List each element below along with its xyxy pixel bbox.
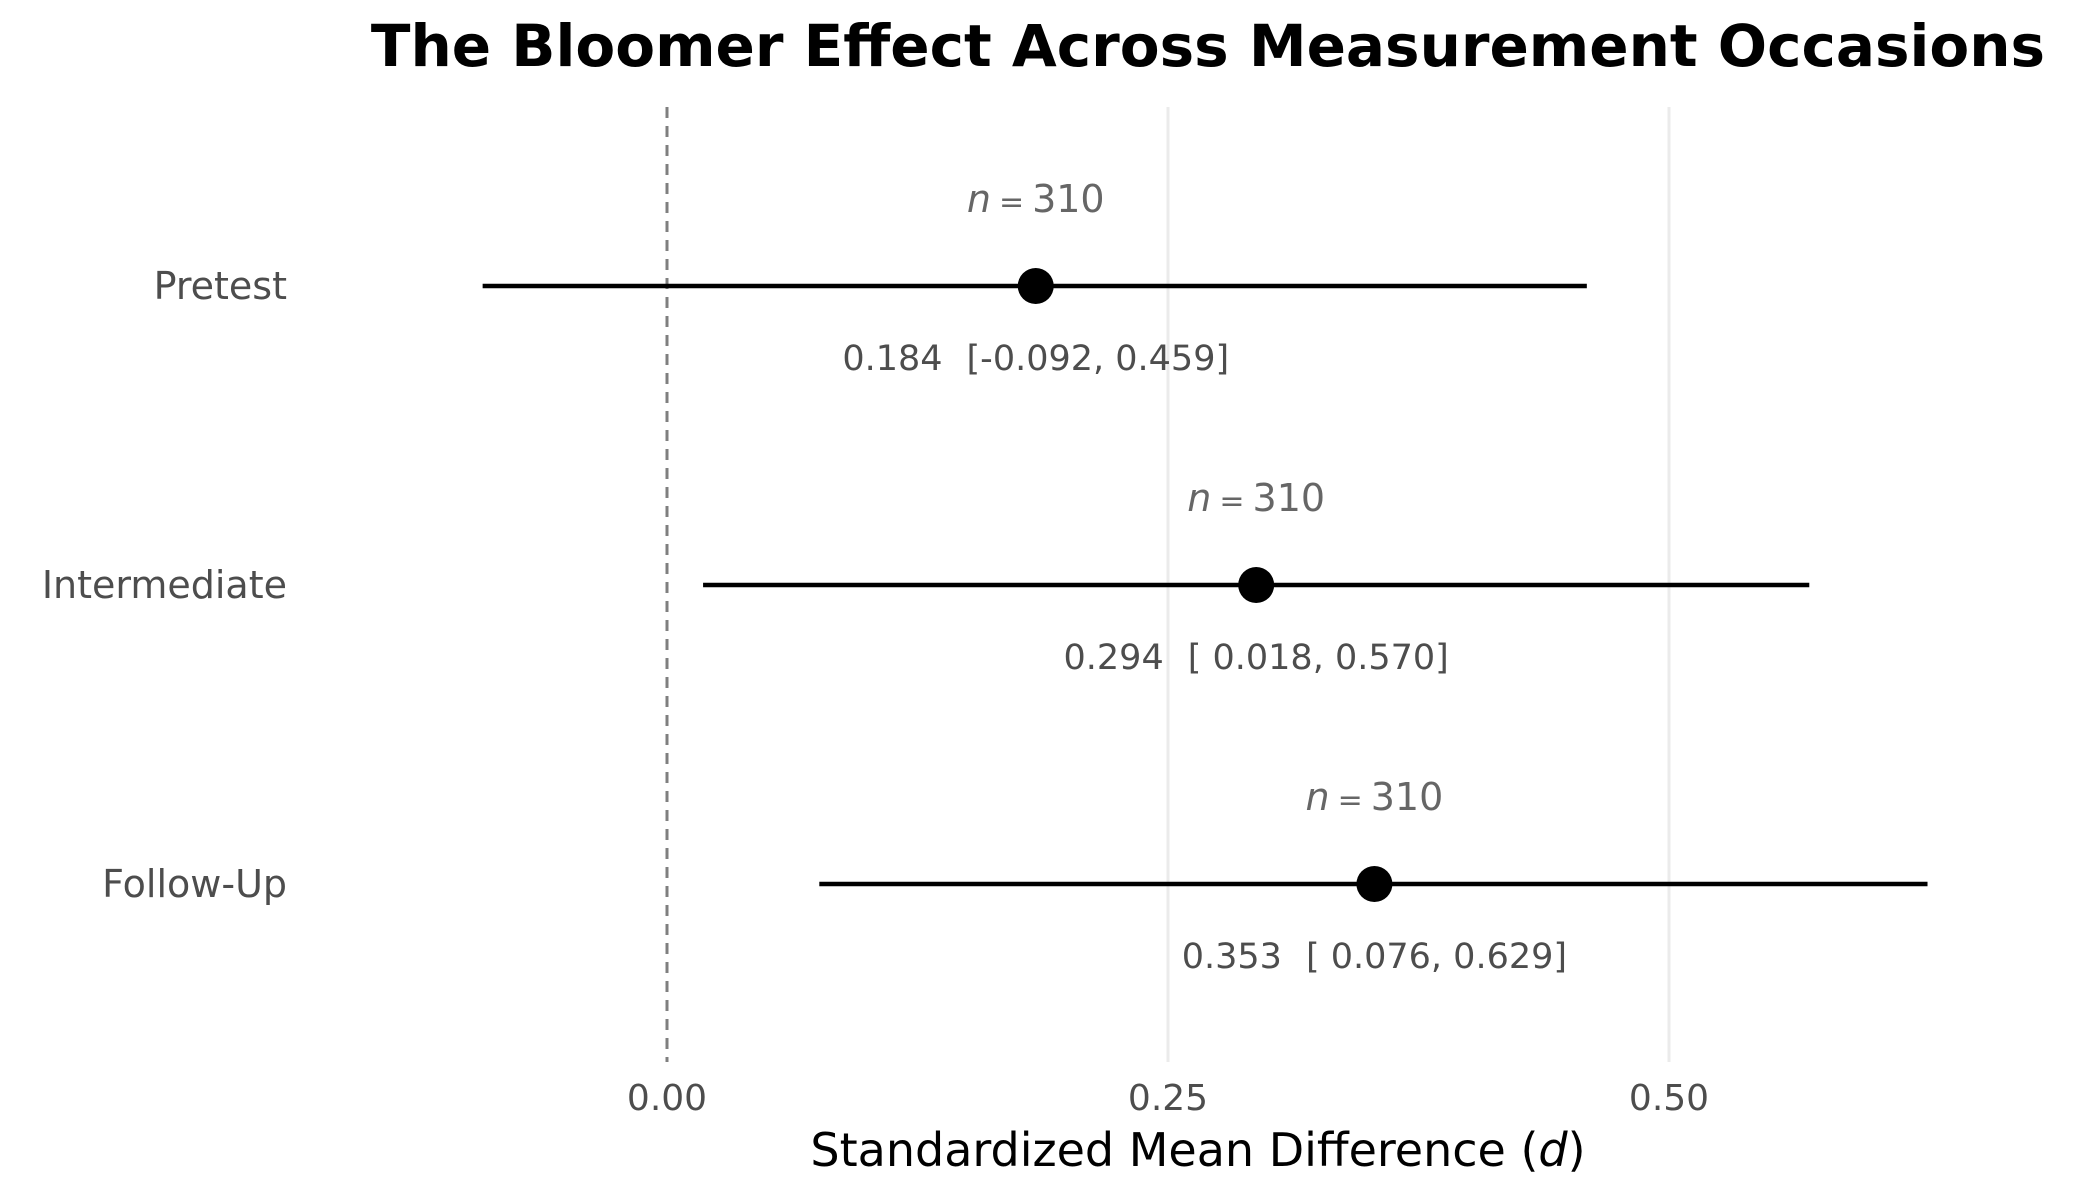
sample-size-equals: = bbox=[1219, 484, 1244, 519]
sample-size-label-intermediate: n = 310 bbox=[1187, 476, 1325, 520]
point-estimate-follow-up bbox=[1356, 866, 1393, 902]
estimate-value: 0.294 bbox=[1064, 638, 1164, 678]
estimate-value: 0.184 bbox=[842, 339, 942, 379]
sample-size-symbol: n bbox=[1306, 775, 1330, 819]
estimate-ci-label-intermediate: 0.294 [ 0.018, 0.570] bbox=[1064, 638, 1449, 678]
x-axis-label: Standardized Mean Difference (d) bbox=[810, 1123, 1585, 1177]
y-tick-label-follow-up: Follow-Up bbox=[102, 862, 287, 906]
estimate-ci-label-pretest: 0.184 [-0.092, 0.459] bbox=[842, 339, 1229, 379]
confidence-interval: [ 0.018, 0.570] bbox=[1188, 638, 1449, 678]
x-axis: 0.00 0.25 0.50 bbox=[627, 1078, 1709, 1119]
confidence-interval: [-0.092, 0.459] bbox=[967, 339, 1230, 379]
sample-size-equals: = bbox=[999, 185, 1024, 220]
sample-size-value: 310 bbox=[1371, 775, 1444, 819]
x-tick-label-0: 0.00 bbox=[627, 1078, 707, 1119]
sample-size-symbol: n bbox=[1187, 476, 1211, 520]
x-axis-label-symbol: d bbox=[1538, 1123, 1568, 1177]
chart-title: The Bloomer Effect Across Measurement Oc… bbox=[371, 12, 2045, 80]
sample-size-equals: = bbox=[1338, 783, 1363, 818]
sample-size-symbol: n bbox=[967, 177, 991, 221]
x-axis-label-close: ) bbox=[1568, 1123, 1586, 1177]
sample-size-label-pretest: n = 310 bbox=[967, 177, 1105, 221]
y-tick-label-pretest: Pretest bbox=[154, 264, 287, 308]
sample-size-value: 310 bbox=[1253, 476, 1326, 520]
sample-size-label-follow-up: n = 310 bbox=[1306, 775, 1444, 819]
confidence-interval: [ 0.076, 0.629] bbox=[1306, 937, 1567, 977]
point-estimate-pretest bbox=[1017, 268, 1054, 304]
row-pretest: Pretest n = 310 0.184 [-0.092, 0.459] bbox=[154, 177, 1587, 379]
estimate-value: 0.353 bbox=[1182, 937, 1282, 977]
estimate-ci-label-follow-up: 0.353 [ 0.076, 0.629] bbox=[1182, 937, 1567, 977]
row-follow-up: Follow-Up n = 310 0.353 [ 0.076, 0.629] bbox=[102, 775, 1928, 977]
point-estimate-intermediate bbox=[1238, 567, 1275, 603]
row-intermediate: Intermediate n = 310 0.294 [ 0.018, 0.570] bbox=[42, 476, 1810, 678]
x-axis-label-text: Standardized Mean Difference ( bbox=[810, 1123, 1538, 1177]
y-tick-label-intermediate: Intermediate bbox=[42, 563, 287, 607]
x-tick-label-1: 0.25 bbox=[1128, 1078, 1208, 1119]
x-tick-label-2: 0.50 bbox=[1629, 1078, 1709, 1119]
sample-size-value: 310 bbox=[1032, 177, 1105, 221]
